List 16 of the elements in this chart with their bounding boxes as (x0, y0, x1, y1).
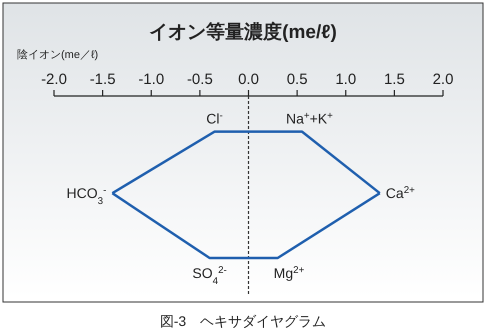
chart-title: イオン等量濃度(me/ℓ) (149, 21, 337, 43)
x-tick-label: -1.0 (138, 71, 164, 88)
x-tick-label: -0.5 (186, 71, 213, 88)
x-tick-label: 1.5 (384, 71, 405, 88)
annotation: Na$^{+}$+K$^{+}$ (286, 110, 334, 127)
annotation: Mg$^{2+}$ (274, 264, 305, 281)
annotation: Ca$^{2+}$ (386, 184, 416, 202)
x-tick-label: 1.0 (335, 71, 356, 88)
annotation: Cl$^{-}$ (206, 110, 223, 127)
x-tick-label: -2.0 (41, 71, 67, 88)
x-tick-label: 0.5 (286, 71, 308, 88)
x-tick-label: 2.0 (432, 71, 454, 88)
x-tick-label: -1.5 (90, 71, 116, 88)
text: 図-3 ヘキサダイヤグラム (160, 313, 326, 329)
x-tick-label: 0.0 (238, 71, 259, 88)
x-axis-title: 陰イオン(me／ℓ) (17, 49, 98, 61)
